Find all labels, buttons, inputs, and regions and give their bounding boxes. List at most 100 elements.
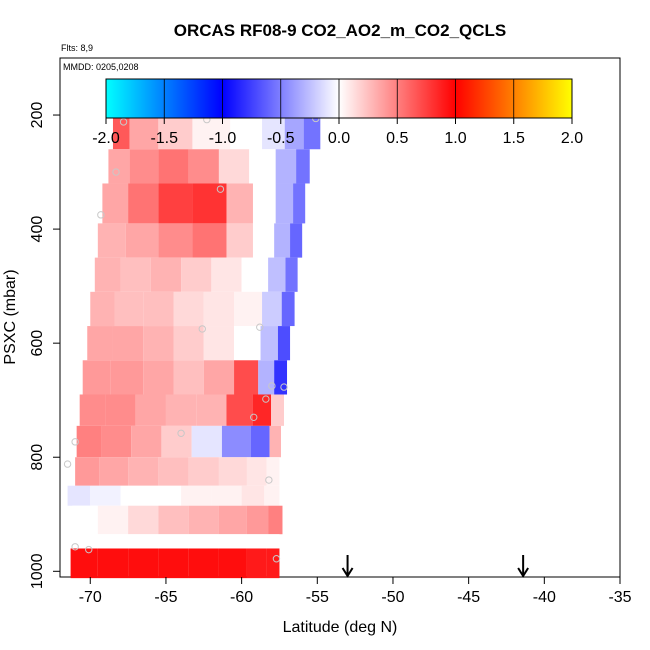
heatmap-cell xyxy=(266,534,280,549)
colorbar-tick-label: -1.0 xyxy=(209,130,237,147)
heatmap-cell xyxy=(90,485,121,506)
heatmap-cell xyxy=(114,291,144,327)
heatmap-cell xyxy=(252,223,275,258)
heatmap-cell xyxy=(264,485,280,506)
observation-point xyxy=(268,382,276,390)
heatmap-cell xyxy=(75,457,100,486)
heatmap-cell xyxy=(112,326,144,361)
heatmap-cell xyxy=(188,548,219,579)
colorbar-tick-label: 2.0 xyxy=(561,130,583,147)
heatmap-cell xyxy=(226,183,253,224)
heatmap-cell xyxy=(165,394,197,426)
chart-title: ORCAS RF08-9 CO2_AO2_m_CO2_QCLS xyxy=(174,21,507,40)
colorbar-tick-label: 0.5 xyxy=(386,130,408,147)
heatmap-cell xyxy=(188,534,219,549)
heatmap-cells xyxy=(67,95,321,579)
heatmap-cell xyxy=(87,326,113,361)
heatmap-cell xyxy=(158,223,193,258)
heatmap-cell xyxy=(274,223,291,258)
heatmap-cell xyxy=(226,394,253,426)
heatmap-cell xyxy=(101,425,132,458)
heatmap-cell xyxy=(143,326,174,361)
heatmap-cell xyxy=(125,223,159,258)
heatmap-cell xyxy=(128,183,159,224)
heatmap-cell xyxy=(158,534,189,549)
heatmap-cell xyxy=(226,223,253,258)
heatmap-cell xyxy=(99,457,129,486)
x-tick-label: -60 xyxy=(230,589,253,606)
heatmap-cell xyxy=(241,485,265,506)
heatmap-cell xyxy=(181,485,212,506)
observation-point xyxy=(216,185,225,193)
observation-point xyxy=(280,383,288,391)
heatmap-cell xyxy=(128,534,159,549)
heatmap-cell xyxy=(158,183,193,224)
heatmap-cell xyxy=(188,505,219,535)
heatmap-cell xyxy=(94,257,121,292)
heatmap-cell xyxy=(203,360,235,395)
observation-point xyxy=(71,438,79,446)
heatmap-cell xyxy=(128,505,159,535)
colorbar-tick-label: -1.5 xyxy=(150,130,178,147)
heatmap-cell xyxy=(150,257,182,292)
heatmap-cell xyxy=(97,223,126,258)
colorbar-tick-label: -2.0 xyxy=(92,130,120,147)
x-tick-label: -40 xyxy=(533,589,556,606)
heatmap-cell xyxy=(252,183,276,224)
heatmap-cell xyxy=(218,149,250,184)
colorbar-ticks: -2.0 -1.5 -1.0 -0.5 0.0 0.5 1.0 1.5 2.0 xyxy=(92,118,583,147)
flights-label: Flts: 8,9 xyxy=(61,43,93,53)
heatmap-cell xyxy=(211,257,242,292)
heatmap-cell xyxy=(290,223,303,258)
y-tick-label: 600 xyxy=(29,330,46,357)
observation-point xyxy=(256,323,264,331)
heatmap-cell xyxy=(258,360,275,395)
heatmap-cell xyxy=(158,149,189,184)
observation-point xyxy=(265,476,273,484)
heatmap-cell xyxy=(275,183,294,224)
heatmap-cell xyxy=(173,360,204,395)
y-tick-label: 200 xyxy=(29,102,46,129)
observation-point xyxy=(97,211,105,219)
heatmap-cell xyxy=(281,291,295,327)
heatmap-cell xyxy=(158,548,189,579)
heatmap-cell xyxy=(234,291,263,327)
heatmap-cell xyxy=(221,425,251,458)
heatmap-cell xyxy=(218,548,247,579)
observation-point xyxy=(198,325,206,333)
heatmap-cell xyxy=(97,505,129,535)
y-axis: 200 400 600 800 1000 xyxy=(29,102,60,589)
x-axis: -70 -65 -60 -55 -50 -45 -40 -35 xyxy=(79,577,632,606)
y-tick-label: 400 xyxy=(29,216,46,243)
heatmap-cell xyxy=(79,394,106,426)
observation-point xyxy=(71,543,79,551)
heatmap-cell xyxy=(181,257,212,292)
arrow-head xyxy=(517,567,529,578)
heatmap-cell xyxy=(128,457,159,486)
heatmap-cell xyxy=(296,149,310,184)
heatmap-cell xyxy=(246,534,267,549)
heatmap-cell xyxy=(269,425,281,458)
heatmap-cell xyxy=(188,149,219,184)
heatmap-cell xyxy=(203,326,235,361)
heatmap-cell xyxy=(120,257,151,292)
heatmap-cell xyxy=(150,485,182,506)
heatmap-cell xyxy=(275,149,297,184)
x-tick-label: -45 xyxy=(457,589,480,606)
colorbar-tick-label: 1.5 xyxy=(503,130,525,147)
heatmap-cell xyxy=(218,534,247,549)
heatmap-cell xyxy=(196,394,227,426)
heatmap-cell xyxy=(102,183,129,224)
heatmap-cell xyxy=(262,291,282,327)
x-tick-label: -70 xyxy=(79,589,102,606)
arrow-head xyxy=(341,567,354,578)
heatmap-cell xyxy=(173,291,204,327)
observation-point xyxy=(262,395,270,403)
heatmap-cell xyxy=(266,457,280,486)
x-tick-label: -35 xyxy=(608,589,631,606)
heatmap-cell xyxy=(285,257,298,292)
observation-point xyxy=(63,460,72,468)
heatmap-cell xyxy=(188,457,219,486)
latitude-arrows xyxy=(341,555,529,578)
heatmap-cell xyxy=(293,183,306,224)
